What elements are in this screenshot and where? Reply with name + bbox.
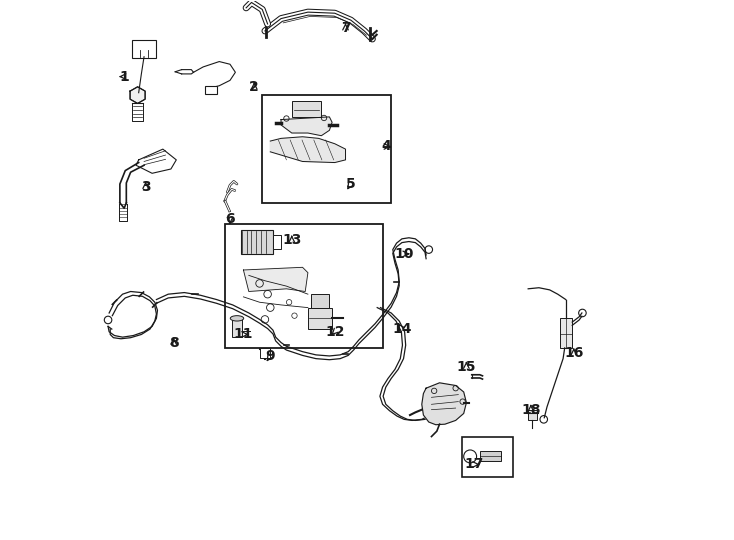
Text: 8: 8 xyxy=(169,335,178,349)
Text: 14: 14 xyxy=(392,322,412,336)
Text: 3: 3 xyxy=(141,180,150,194)
Bar xyxy=(241,230,273,254)
Text: 2: 2 xyxy=(250,80,259,94)
Text: 17: 17 xyxy=(465,457,484,471)
Text: 4: 4 xyxy=(381,139,390,153)
Text: 7: 7 xyxy=(341,21,350,35)
Text: 1: 1 xyxy=(120,70,129,84)
Bar xyxy=(560,319,573,348)
Text: 18: 18 xyxy=(521,403,541,417)
Polygon shape xyxy=(422,383,466,425)
Bar xyxy=(225,224,383,348)
Text: 9: 9 xyxy=(266,349,275,363)
Bar xyxy=(262,96,391,203)
Text: 12: 12 xyxy=(325,325,344,339)
Bar xyxy=(292,101,321,117)
Bar xyxy=(205,86,217,94)
Polygon shape xyxy=(130,87,145,104)
Text: 11: 11 xyxy=(233,327,253,341)
Bar xyxy=(260,348,270,357)
Polygon shape xyxy=(270,137,346,163)
Bar xyxy=(232,319,242,337)
Text: 6: 6 xyxy=(225,212,235,226)
Bar xyxy=(480,451,501,461)
Text: 10: 10 xyxy=(395,247,414,261)
Bar xyxy=(273,235,281,248)
Bar xyxy=(308,308,332,329)
Bar xyxy=(462,436,513,477)
Text: 5: 5 xyxy=(346,177,356,191)
Polygon shape xyxy=(281,117,332,136)
Ellipse shape xyxy=(230,316,244,321)
Bar xyxy=(528,410,537,421)
Text: 13: 13 xyxy=(282,233,302,247)
Polygon shape xyxy=(244,267,308,292)
Text: 15: 15 xyxy=(457,360,476,374)
Polygon shape xyxy=(136,149,176,173)
Bar xyxy=(310,294,330,308)
FancyBboxPatch shape xyxy=(132,39,156,58)
Text: 16: 16 xyxy=(564,346,584,360)
